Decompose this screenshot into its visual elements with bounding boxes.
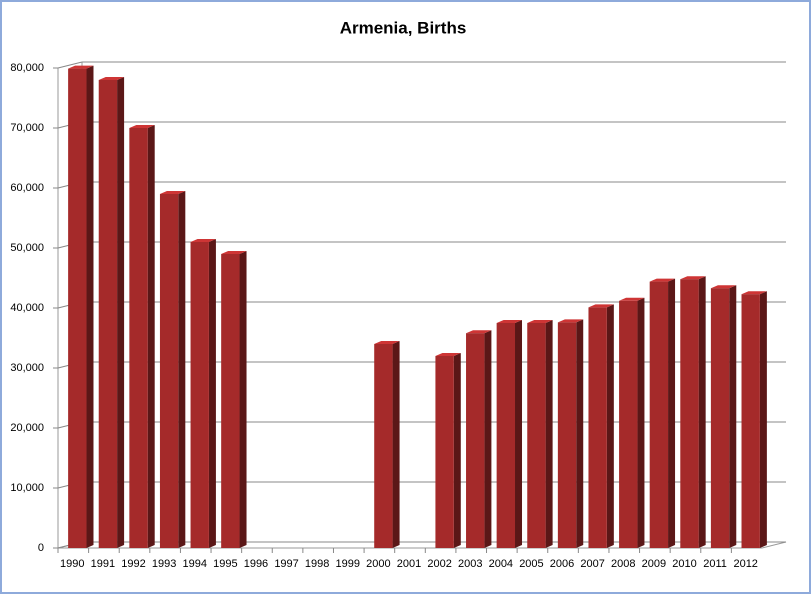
bar — [435, 356, 454, 548]
bar-side — [606, 304, 614, 548]
bar-top — [680, 276, 706, 280]
x-tick-label: 1996 — [244, 558, 268, 570]
bar-side — [576, 319, 584, 548]
bar-top — [588, 304, 614, 308]
grid-slant — [57, 61, 83, 69]
bar — [649, 281, 669, 548]
x-tick-label: 2011 — [703, 558, 727, 570]
y-tick-label: 10,000 — [10, 482, 44, 494]
bar — [68, 68, 87, 548]
x-tick-label: 1995 — [213, 558, 237, 570]
bar-side — [637, 297, 645, 548]
bar — [619, 300, 638, 548]
x-tick-label: 1999 — [336, 558, 360, 570]
bar-side — [484, 330, 492, 548]
bar-top — [649, 278, 676, 282]
bar-top — [68, 65, 94, 69]
bar — [588, 307, 607, 548]
bar — [190, 242, 209, 548]
bar — [374, 344, 393, 548]
x-tick-label: 1994 — [182, 558, 206, 570]
bar-top — [557, 319, 584, 323]
bar-top — [527, 320, 553, 323]
x-tick-label: 2010 — [672, 558, 696, 570]
x-tick-label: 2001 — [397, 558, 421, 570]
bar-top — [466, 330, 492, 334]
x-tick-label: 1990 — [60, 558, 84, 570]
y-tick-label: 80,000 — [10, 62, 44, 74]
bar-side — [239, 251, 247, 548]
bar — [496, 323, 516, 548]
x-tick-label: 1991 — [91, 558, 115, 570]
x-tick-label: 2002 — [427, 558, 451, 570]
x-tick-label: 2006 — [550, 558, 574, 570]
bar — [221, 254, 240, 548]
bar-top — [496, 320, 523, 323]
x-tick-label: 2003 — [458, 558, 482, 570]
x-tick-label: 2008 — [611, 558, 635, 570]
bar — [741, 294, 760, 548]
bar-top — [129, 125, 155, 128]
bar — [466, 333, 485, 548]
bar — [680, 279, 699, 548]
bar-top — [221, 251, 247, 254]
x-tick-label: 2009 — [642, 558, 666, 570]
bar-side — [515, 320, 523, 548]
bar-top — [741, 291, 767, 295]
x-tick-label: 2004 — [489, 558, 513, 570]
bar — [557, 322, 577, 548]
y-tick-label: 20,000 — [10, 422, 44, 434]
y-tick-label: 50,000 — [10, 242, 44, 254]
x-tick-label: 1992 — [121, 558, 145, 570]
y-tick-label: 0 — [38, 542, 44, 554]
bar — [129, 128, 148, 548]
bar-top — [190, 239, 216, 242]
bar-top — [98, 77, 125, 80]
x-tick-label: 2005 — [519, 558, 543, 570]
bar-side — [117, 77, 125, 548]
x-tick-label: 2000 — [366, 558, 390, 570]
x-tick-label: 1993 — [152, 558, 176, 570]
bar-side — [86, 65, 94, 548]
bar — [710, 288, 730, 548]
bar-side — [668, 278, 676, 548]
bar-side — [759, 291, 767, 548]
bar — [527, 323, 546, 548]
bar-side — [453, 353, 461, 548]
y-tick-label: 30,000 — [10, 362, 44, 374]
chart-title: Armenia, Births — [340, 18, 467, 37]
bar-top — [435, 353, 461, 356]
x-tick-label: 1998 — [305, 558, 329, 570]
y-tick-label: 40,000 — [10, 302, 44, 314]
bar-side — [178, 191, 186, 548]
bar-top — [159, 191, 186, 194]
y-tick-label: 70,000 — [10, 122, 44, 134]
y-tick-label: 60,000 — [10, 182, 44, 194]
x-tick-label: 2012 — [733, 558, 757, 570]
bar-side — [545, 320, 553, 548]
bar-side — [208, 239, 216, 548]
bar-side — [392, 341, 400, 548]
bar — [98, 80, 118, 548]
bar-top — [619, 297, 645, 301]
bar — [159, 194, 179, 548]
bar-side — [698, 276, 706, 548]
x-tick-label: 2007 — [580, 558, 604, 570]
bar-side — [147, 125, 155, 548]
bar-top — [710, 285, 737, 289]
bar-top — [374, 341, 400, 344]
x-tick-label: 1997 — [274, 558, 298, 570]
bar-side — [729, 285, 737, 548]
